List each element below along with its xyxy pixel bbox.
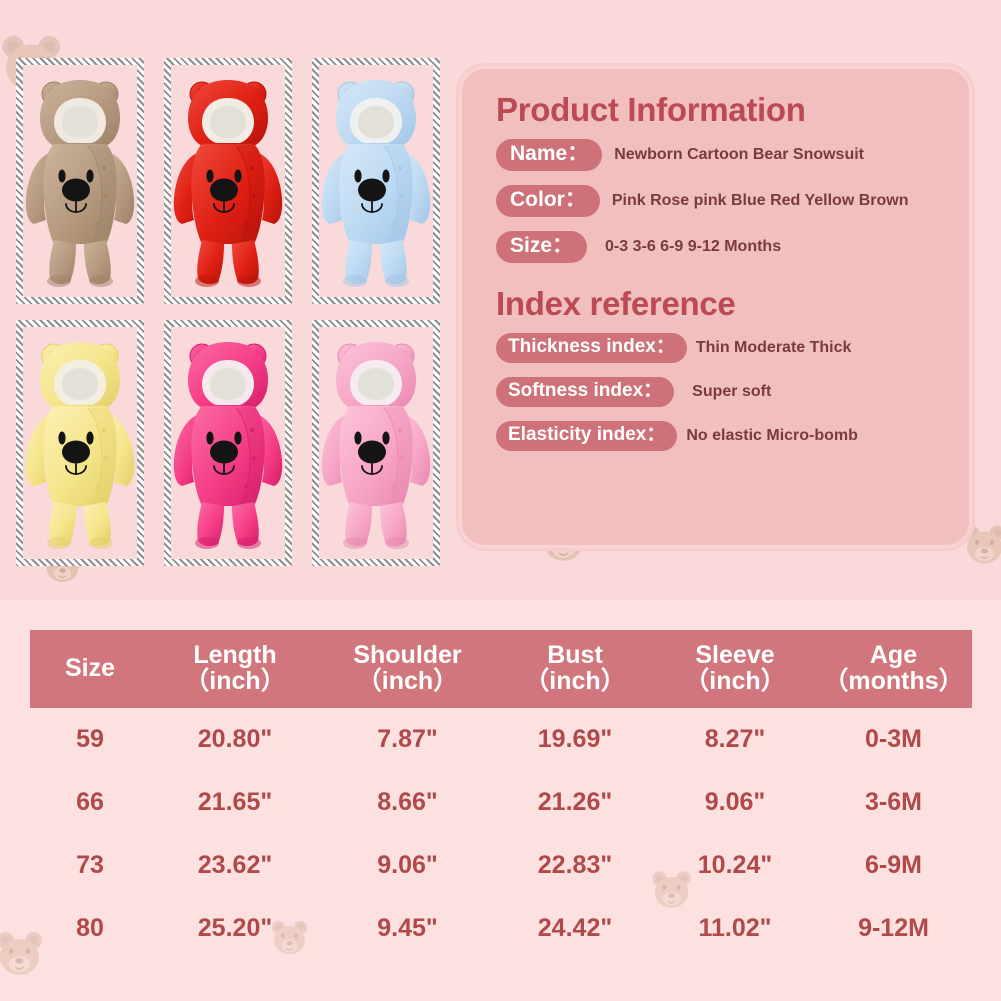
size-label-pill: Size： [496,231,588,264]
table-row: 80 25.20" 9.45" 24.42" 11.02" 9-12M [30,897,972,960]
elasticity-index-label-pill: Elasticity index： [496,421,678,451]
header-sleeve-line2: （inch） [684,667,786,695]
info-row-color: Color： Pink Rose pink Blue Red Yellow Br… [496,185,947,218]
info-row-elasticity: Elasticity index： No elastic Micro-bomb [496,421,947,451]
cell-age: 6-9M [865,851,922,879]
cell-length: 21.65" [197,788,273,816]
product-photo-rose-pink-snowsuit[interactable] [156,314,300,572]
product-photo-blue-snowsuit[interactable] [304,52,448,310]
cell-age: 3-6M [865,788,922,816]
elasticity-index-value: No elastic Micro-bomb [686,427,858,445]
header-sleeve: Sleeve （inch） [655,630,815,708]
header-size-line1: Size [64,654,116,682]
cell-sleeve: 9.06" [704,788,766,816]
header-sleeve-line1: Sleeve [695,641,775,669]
product-photo-red-snowsuit[interactable] [156,52,300,310]
size-chart-table: Size Length （inch） Shoulder （inch） Bust … [30,630,972,960]
table-header-row: Size Length （inch） Shoulder （inch） Bust … [30,630,972,708]
product-information-card: Product Information Name： Newborn Cartoo… [459,66,972,548]
table-row: 73 23.62" 9.06" 22.83" 10.24" 6-9M [30,834,972,897]
cell-bust: 21.26" [537,788,613,816]
header-age-line2: （months） [823,667,964,695]
cell-shoulder: 8.66" [377,788,438,816]
info-row-softness: Softness index： Super soft [496,377,947,408]
size-chart-header: Size Length （inch） Shoulder （inch） Bust … [30,630,972,708]
product-photo-grid [8,52,448,572]
cell-sleeve: 8.27" [704,725,766,753]
info-row-thickness: Thickness index： Thin Moderate Thick [496,333,947,364]
snowsuit-illustration-pink-snowsuit [314,334,438,552]
table-row: 59 20.80" 7.87" 19.69" 8.27" 0-3M [30,708,972,771]
snowsuit-illustration-rose-pink-snowsuit [166,334,290,552]
header-age: Age （months） [815,630,972,708]
snowsuit-illustration-red-snowsuit [166,72,290,290]
info-row-name: Name： Newborn Cartoon Bear Snowsuit [496,139,947,172]
header-bust-line1: Bust [547,641,603,669]
color-value: Pink Rose pink Blue Red Yellow Brown [611,192,909,210]
header-shoulder-line1: Shoulder [353,641,462,669]
cell-length: 25.20" [197,914,273,942]
header-bust-line2: （inch） [524,667,626,695]
thickness-index-label-pill: Thickness index： [496,333,687,364]
softness-index-value: Super soft [692,383,772,401]
index-reference-heading: Index reference [496,285,736,323]
header-length-line1: Length [193,641,277,669]
color-label-pill: Color： [496,185,600,218]
cell-size: 66 [76,788,104,816]
size-value: 0-3 3-6 6-9 9-12 Months [605,238,782,256]
cell-length: 23.62" [197,851,273,879]
header-bust: Bust （inch） [495,630,655,708]
header-size: Size [30,630,150,708]
size-chart-body: 59 20.80" 7.87" 19.69" 8.27" 0-3M 66 21.65" 8.66… [30,708,972,960]
product-photo-pink-snowsuit[interactable] [304,314,448,572]
thickness-index-value: Thin Moderate Thick [695,339,852,357]
name-label-pill: Name： [496,139,603,172]
cell-size: 73 [76,851,104,879]
cell-shoulder: 9.45" [377,914,438,942]
cell-sleeve: 11.02" [698,914,772,942]
header-shoulder: Shoulder （inch） [320,630,495,708]
cell-size: 80 [76,914,104,942]
snowsuit-illustration-yellow-snowsuit [18,334,142,552]
cell-age: 0-3M [865,725,922,753]
cell-length: 20.80" [197,725,273,753]
cell-bust: 19.69" [537,725,613,753]
snowsuit-illustration-brown-snowsuit [18,72,142,290]
product-information-heading: Product Information [496,91,806,128]
header-length-line2: （inch） [184,667,286,695]
product-photo-brown-snowsuit[interactable] [8,52,152,310]
table-row: 66 21.65" 8.66" 21.26" 9.06" 3-6M [30,771,972,834]
cell-age: 9-12M [858,914,929,942]
header-shoulder-line2: （inch） [356,667,459,695]
cell-shoulder: 7.87" [377,725,438,753]
name-value: Newborn Cartoon Bear Snowsuit [614,146,864,164]
header-age-line1: Age [869,641,918,669]
cell-sleeve: 10.24" [697,851,773,879]
cell-shoulder: 9.06" [377,851,438,879]
product-photo-yellow-snowsuit[interactable] [8,314,152,572]
info-row-size: Size： 0-3 3-6 6-9 9-12 Months [496,231,947,264]
snowsuit-illustration-blue-snowsuit [314,72,438,290]
cell-size: 59 [76,725,104,753]
cell-bust: 24.42" [537,914,613,942]
header-length: Length （inch） [150,630,320,708]
softness-index-label-pill: Softness index： [496,377,675,408]
cell-bust: 22.83" [537,851,613,879]
